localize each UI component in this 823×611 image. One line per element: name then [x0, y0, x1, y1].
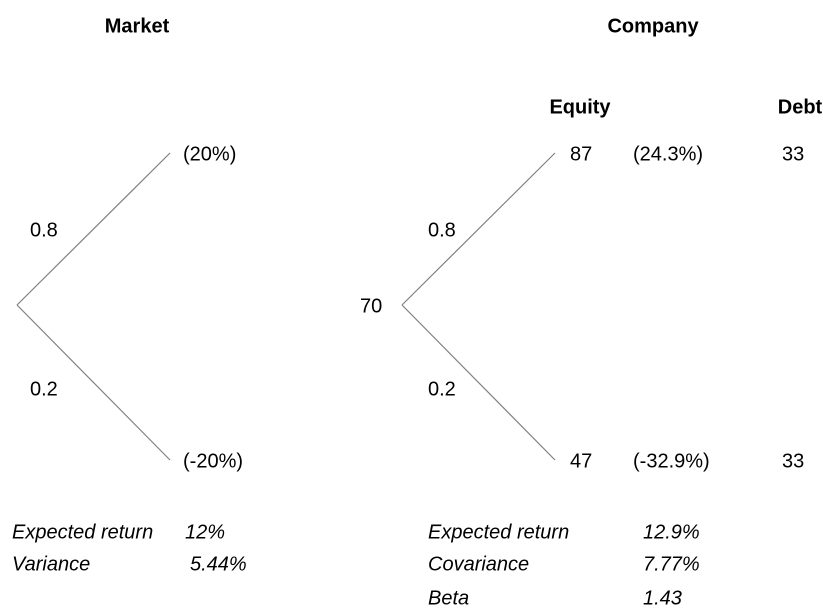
stat-label: Covariance [428, 553, 529, 575]
equity-value: 47 [570, 450, 592, 472]
probability: 0.8 [428, 219, 456, 241]
equity-value: 87 [570, 143, 592, 165]
probability: 0.8 [30, 219, 58, 241]
branch-down [16, 304, 171, 461]
debt-value: 33 [782, 450, 804, 472]
equity-header: Equity [549, 96, 611, 118]
probability: 0.2 [428, 378, 456, 400]
debt-header: Debt [778, 96, 823, 118]
branch-up [16, 152, 171, 306]
stat-label: Expected return [12, 521, 153, 543]
stat-value: 5.44% [190, 553, 247, 575]
stat-label: Expected return [428, 521, 569, 543]
stat-label: Beta [428, 587, 469, 609]
debt-value: 33 [782, 143, 804, 165]
stat-value: 12.9% [643, 521, 700, 543]
return: (-32.9%) [633, 450, 710, 472]
branch-up [401, 152, 556, 306]
return: (20%) [183, 143, 236, 165]
market-title: Market [105, 15, 170, 37]
return: (24.3%) [633, 143, 703, 165]
stat-value: 1.43 [643, 587, 682, 609]
stat-label: Variance [12, 553, 90, 575]
return: (-20%) [183, 450, 243, 472]
company-title: Company [607, 15, 699, 37]
probability: 0.2 [30, 378, 58, 400]
stat-value: 7.77% [643, 553, 700, 575]
branch-down [401, 304, 556, 461]
root-value: 70 [360, 295, 382, 317]
stat-value: 12% [185, 521, 225, 543]
